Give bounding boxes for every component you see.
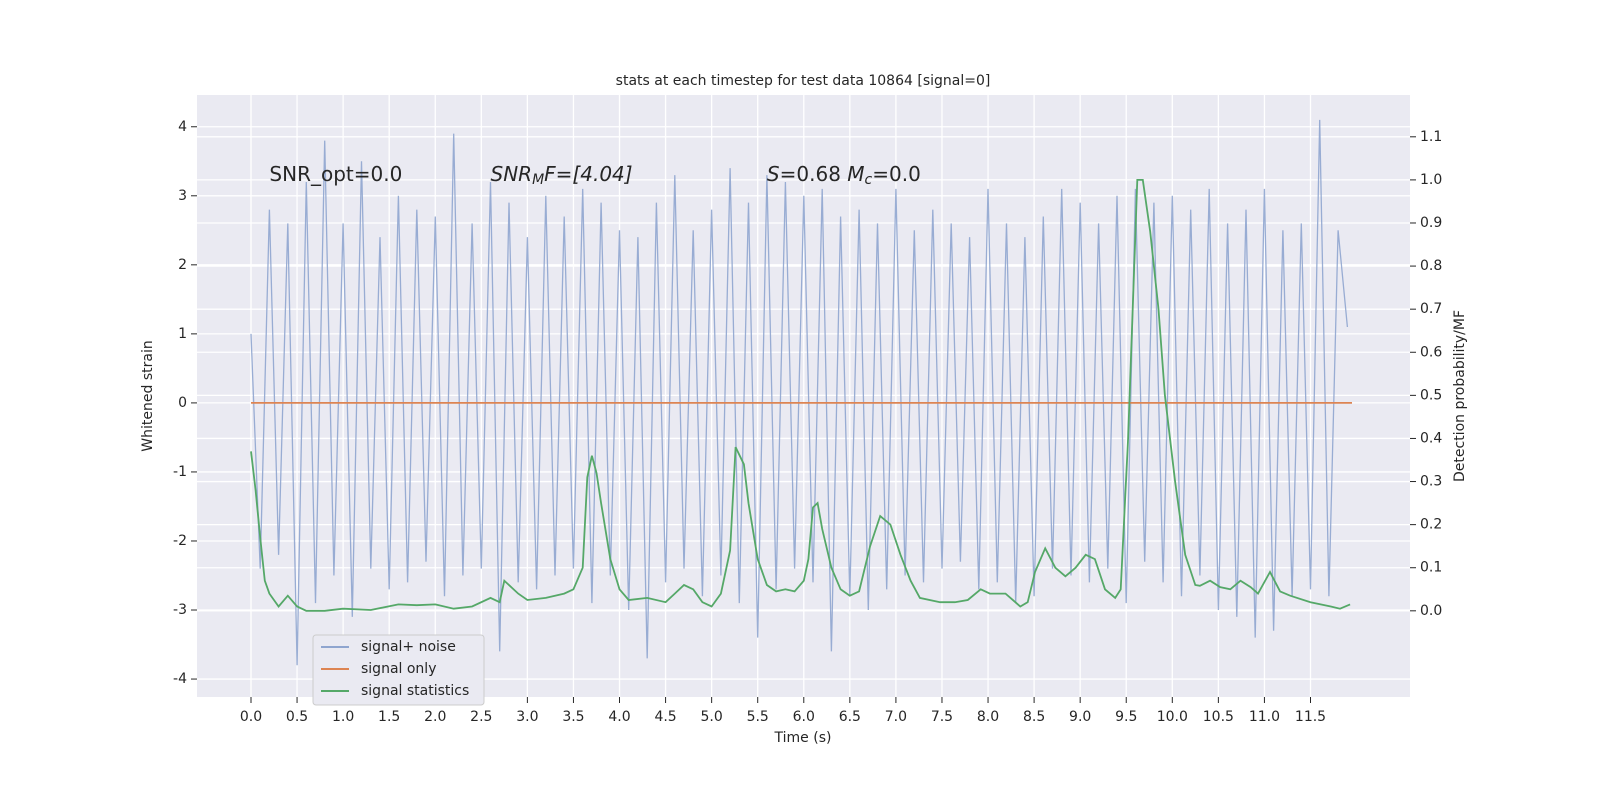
annotation-part: c <box>865 172 873 188</box>
y-tick-label: -1 <box>173 464 187 480</box>
x-tick-label: 0.0 <box>240 709 262 725</box>
y-tick-label: -3 <box>173 602 187 618</box>
y2-axis-label: Detection probability/MF <box>1452 310 1468 482</box>
y2-tick-label: 0.8 <box>1420 258 1442 274</box>
x-tick-label: 3.5 <box>562 709 584 725</box>
y2-tick-label: 0.7 <box>1420 301 1442 317</box>
y2-tick-label: 0.5 <box>1420 387 1442 403</box>
y2-tick-label: 0.3 <box>1420 474 1442 490</box>
annotation-part: =0.68 <box>780 162 848 186</box>
annotation-part: SNR <box>491 162 533 186</box>
y-tick-label: -4 <box>173 671 187 687</box>
x-tick-label: 10.5 <box>1203 709 1234 725</box>
annotation: S=0.68 Mc=0.0 <box>767 162 921 189</box>
x-tick-label: 9.0 <box>1069 709 1091 725</box>
x-tick-label: 5.0 <box>701 709 723 725</box>
x-tick-label: 3.0 <box>516 709 538 725</box>
x-tick-label: 1.5 <box>378 709 400 725</box>
annotation-part: M <box>532 172 544 188</box>
x-tick-label: 11.5 <box>1295 709 1326 725</box>
y2-tick-label: 0.2 <box>1420 517 1442 533</box>
x-tick-label: 11.0 <box>1249 709 1280 725</box>
legend-box <box>312 634 485 706</box>
y2-tick-label: 0.0 <box>1420 603 1442 619</box>
x-tick-label: 8.0 <box>977 709 999 725</box>
annotation: SNR_opt=0.0 <box>269 162 402 186</box>
annotation-part: F=[4.04] <box>544 162 632 186</box>
y2-tick-label: 0.4 <box>1420 430 1442 446</box>
annotation: SNRMF=[4.04] <box>491 162 633 189</box>
series-line <box>250 179 1351 612</box>
x-tick-label: 8.5 <box>1023 709 1045 725</box>
series-line <box>250 119 1349 666</box>
x-tick-label: 4.0 <box>608 709 630 725</box>
annotation-part: S <box>767 162 780 186</box>
chart-title: stats at each timestep for test data 108… <box>616 73 991 89</box>
x-tick-label: 6.0 <box>793 709 815 725</box>
x-tick-label: 2.5 <box>470 709 492 725</box>
annotation-part: SNR_opt=0.0 <box>269 162 402 186</box>
x-tick-label: 7.0 <box>885 709 907 725</box>
x-tick-label: 10.0 <box>1157 709 1188 725</box>
y-tick-label: 0 <box>178 395 187 411</box>
legend-label: signal statistics <box>361 683 469 699</box>
y-tick-label: 3 <box>178 188 187 204</box>
y2-tick-label: 0.6 <box>1420 344 1442 360</box>
y-tick-label: 2 <box>178 257 187 273</box>
x-tick-label: 1.0 <box>332 709 354 725</box>
y2-tick-label: 1.1 <box>1420 129 1442 145</box>
y-tick-label: -2 <box>173 533 187 549</box>
annotation-part: =0.0 <box>872 162 921 186</box>
x-axis-label: Time (s) <box>774 730 832 746</box>
legend-label: signal only <box>361 661 436 677</box>
legend-label: signal+ noise <box>361 639 456 655</box>
x-tick-label: 5.5 <box>747 709 769 725</box>
x-tick-label: 4.5 <box>654 709 676 725</box>
y2-tick-label: 0.1 <box>1420 560 1442 576</box>
x-tick-label: 7.5 <box>931 709 953 725</box>
x-tick-label: 0.5 <box>286 709 308 725</box>
y2-tick-label: 1.0 <box>1420 172 1442 188</box>
annotation-part: M <box>847 162 864 186</box>
y-tick-label: 1 <box>178 326 187 342</box>
x-tick-label: 9.5 <box>1115 709 1137 725</box>
x-tick-label: 2.0 <box>424 709 446 725</box>
y2-tick-label: 0.9 <box>1420 215 1442 231</box>
y-tick-label: 4 <box>178 119 187 135</box>
y-axis-label: Whitened strain <box>140 340 156 451</box>
x-tick-label: 6.5 <box>839 709 861 725</box>
